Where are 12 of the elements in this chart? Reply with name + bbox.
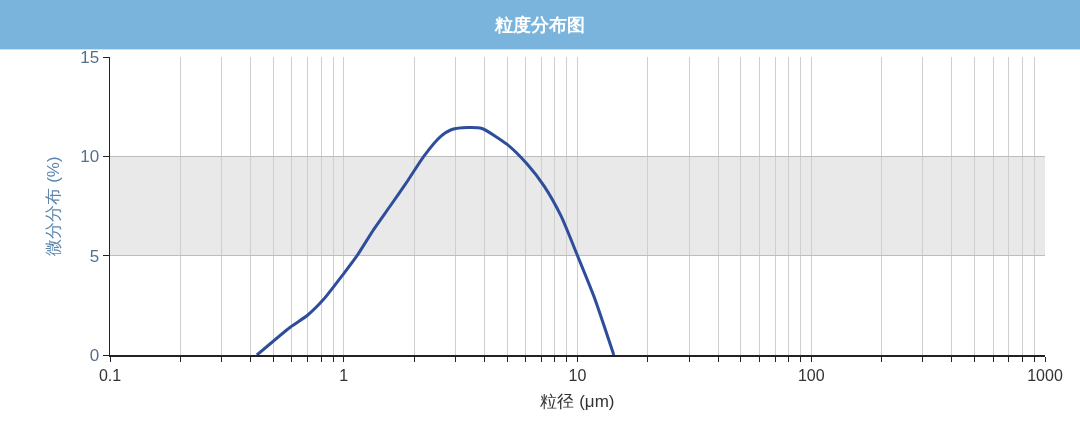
x-tick-label: 0.1 [98, 366, 122, 384]
x-tick-label: 1000 [1027, 366, 1063, 384]
y-axis-title: 微分分布 (%) [43, 156, 63, 256]
x-tick-label: 10 [568, 366, 587, 384]
x-tick-label: 1 [339, 366, 349, 384]
y-tick-label: 10 [80, 147, 100, 167]
y-tick-label: 0 [89, 345, 100, 365]
x-tick-label: 100 [797, 366, 825, 384]
x-axis-title: 粒径 (μm) [540, 391, 615, 411]
y-tick-label: 15 [80, 47, 100, 67]
chart-title: 粒度分布图 [495, 14, 585, 37]
y-tick-label: 5 [89, 246, 100, 266]
